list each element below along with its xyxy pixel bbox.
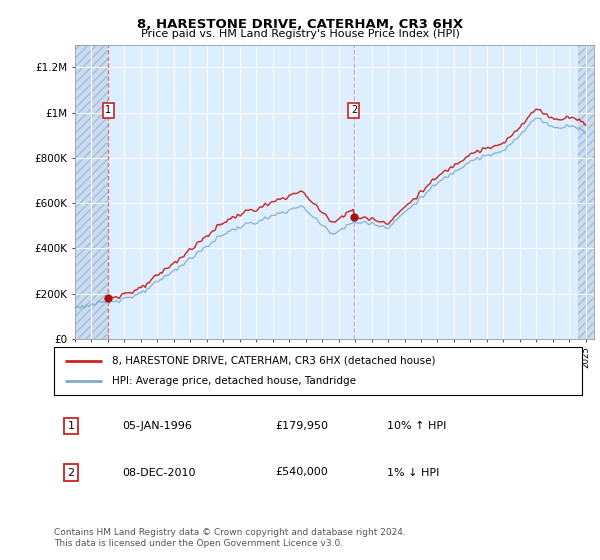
Text: £540,000: £540,000 — [276, 468, 329, 478]
Text: 1% ↓ HPI: 1% ↓ HPI — [386, 468, 439, 478]
Bar — [578, 45, 600, 339]
Text: Price paid vs. HM Land Registry's House Price Index (HPI): Price paid vs. HM Land Registry's House … — [140, 29, 460, 39]
Text: 8, HARESTONE DRIVE, CATERHAM, CR3 6HX (detached house): 8, HARESTONE DRIVE, CATERHAM, CR3 6HX (d… — [112, 356, 436, 366]
Text: HPI: Average price, detached house, Tandridge: HPI: Average price, detached house, Tand… — [112, 376, 356, 386]
Text: 1: 1 — [106, 105, 112, 115]
Text: 1: 1 — [67, 421, 74, 431]
Text: 2: 2 — [351, 105, 357, 115]
Text: 05-JAN-1996: 05-JAN-1996 — [122, 421, 193, 431]
Text: 2: 2 — [67, 468, 74, 478]
Text: 08-DEC-2010: 08-DEC-2010 — [122, 468, 196, 478]
FancyBboxPatch shape — [54, 347, 582, 395]
Text: Contains HM Land Registry data © Crown copyright and database right 2024.
This d: Contains HM Land Registry data © Crown c… — [54, 528, 406, 548]
Text: £179,950: £179,950 — [276, 421, 329, 431]
Bar — [75, 45, 109, 339]
Text: 8, HARESTONE DRIVE, CATERHAM, CR3 6HX: 8, HARESTONE DRIVE, CATERHAM, CR3 6HX — [137, 18, 463, 31]
Text: 10% ↑ HPI: 10% ↑ HPI — [386, 421, 446, 431]
